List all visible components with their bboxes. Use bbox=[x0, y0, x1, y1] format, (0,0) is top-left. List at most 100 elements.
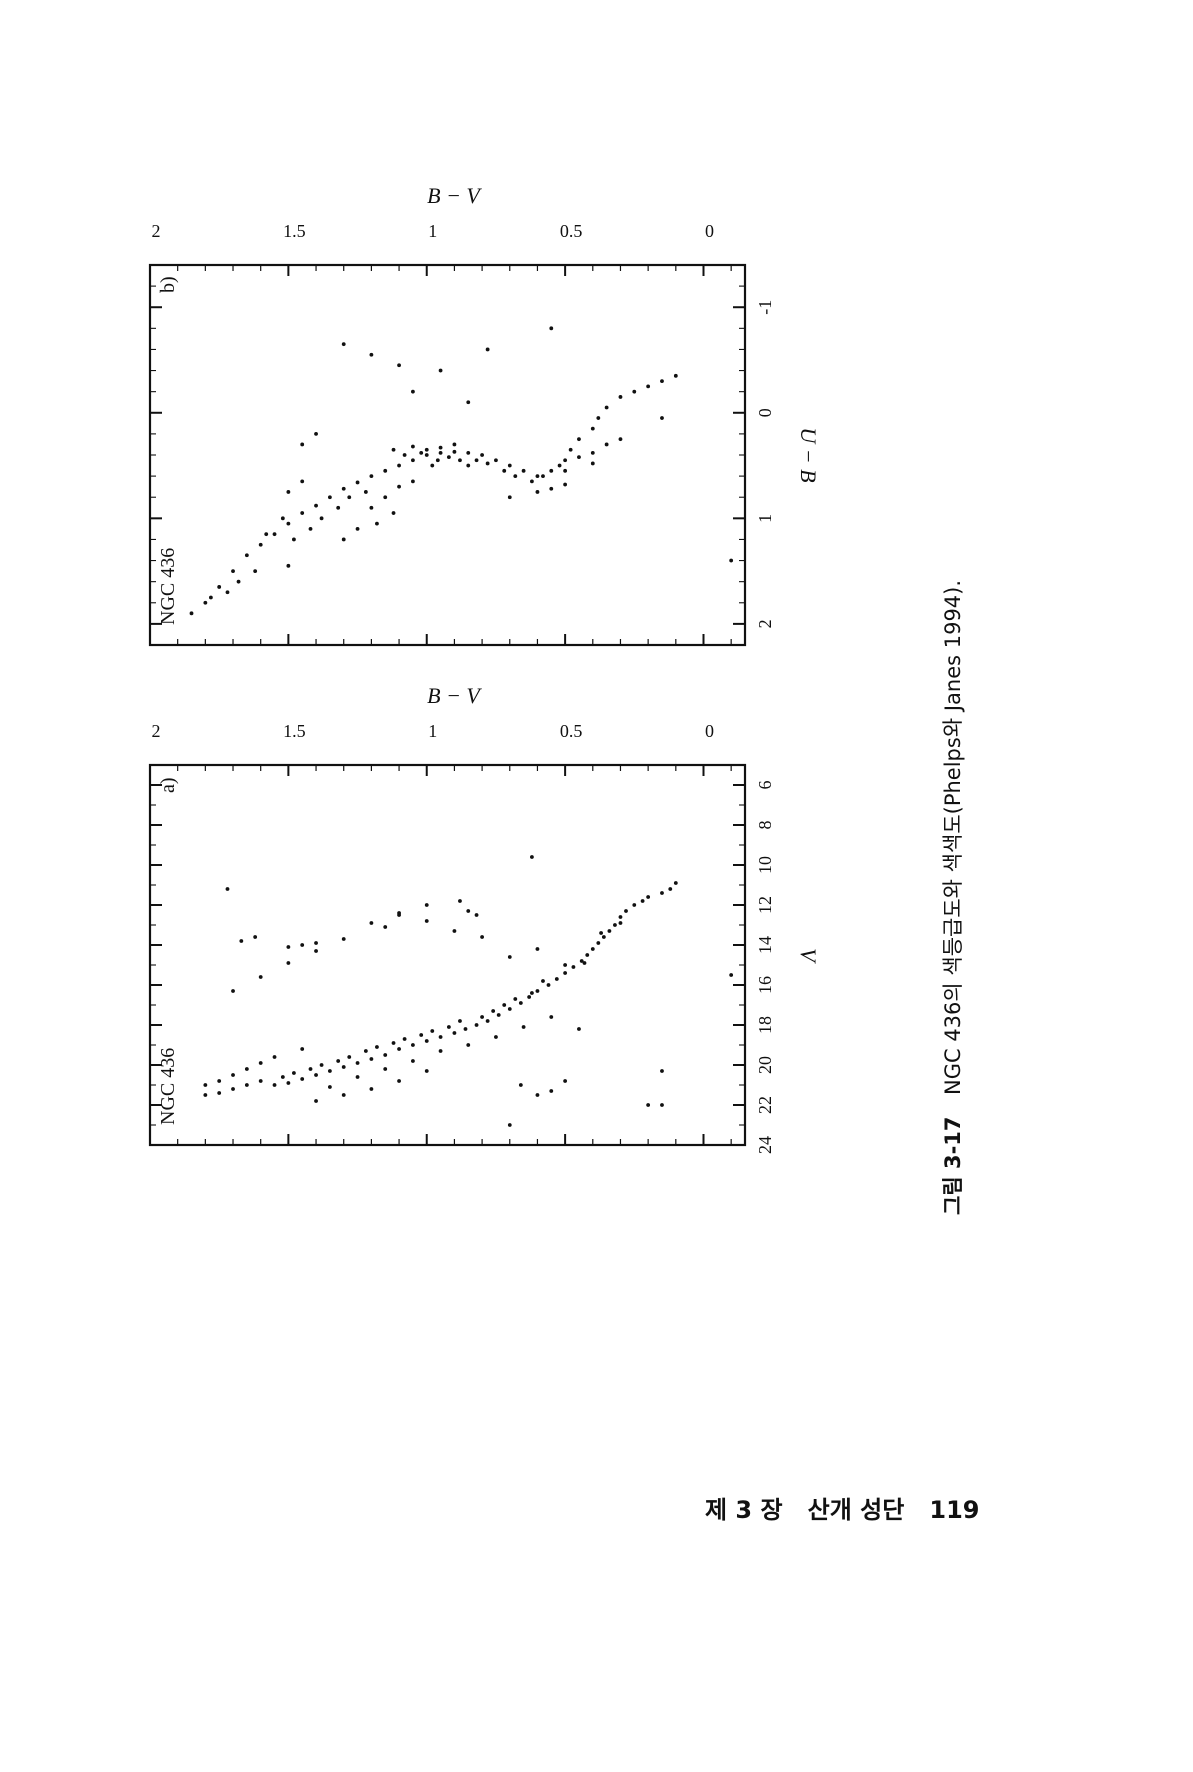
data-point bbox=[502, 468, 507, 473]
data-point bbox=[300, 943, 305, 947]
data-point bbox=[411, 389, 415, 394]
data-point bbox=[599, 931, 603, 935]
data-point bbox=[258, 1079, 263, 1083]
data-point bbox=[541, 979, 545, 983]
data-point bbox=[424, 447, 429, 452]
data-point bbox=[668, 887, 673, 891]
data-point bbox=[549, 1015, 554, 1019]
data-point bbox=[582, 961, 587, 965]
data-point bbox=[258, 542, 263, 547]
data-point bbox=[286, 490, 291, 494]
data-point bbox=[535, 947, 540, 951]
data-point bbox=[314, 1073, 318, 1077]
data-point bbox=[244, 553, 249, 558]
y-tick-label: 22 bbox=[755, 1096, 775, 1114]
data-point bbox=[231, 1087, 235, 1091]
y-tick-label: 14 bbox=[755, 936, 775, 954]
x-tick-label: 1 bbox=[428, 721, 437, 741]
data-point bbox=[203, 600, 208, 605]
data-point bbox=[466, 450, 471, 455]
data-point bbox=[613, 923, 617, 927]
data-point bbox=[549, 468, 554, 473]
data-point bbox=[253, 935, 258, 939]
x-tick-label: 1.5 bbox=[283, 221, 306, 241]
data-point bbox=[314, 949, 318, 953]
data-point bbox=[438, 445, 443, 450]
y-tick-label: 2 bbox=[755, 619, 775, 628]
data-point bbox=[507, 955, 512, 959]
data-point bbox=[452, 442, 457, 447]
data-point bbox=[438, 368, 443, 373]
data-point bbox=[491, 1009, 496, 1013]
data-point bbox=[391, 511, 396, 515]
y-tick-label: -1 bbox=[755, 300, 775, 315]
data-point bbox=[341, 537, 346, 542]
data-point bbox=[424, 903, 429, 907]
data-point bbox=[369, 352, 374, 357]
data-point bbox=[590, 450, 595, 455]
data-point bbox=[673, 881, 678, 885]
data-point bbox=[402, 453, 407, 457]
data-point bbox=[363, 490, 368, 494]
data-point bbox=[577, 1027, 581, 1031]
data-point bbox=[518, 1083, 523, 1087]
data-point bbox=[355, 480, 360, 485]
data-point bbox=[300, 1077, 305, 1081]
data-point bbox=[424, 919, 429, 923]
data-point bbox=[494, 1035, 498, 1039]
chart-panel-b: 0 0.5 1 1.5 2 -1 0 1 2 U − B B − V NGC 436 b) bbox=[148, 183, 821, 647]
data-point bbox=[272, 1083, 277, 1087]
data-point bbox=[397, 463, 401, 468]
data-point bbox=[308, 526, 313, 531]
data-point bbox=[411, 1043, 415, 1047]
data-point bbox=[660, 1069, 664, 1073]
data-point bbox=[546, 983, 551, 987]
data-point bbox=[585, 953, 590, 957]
data-point bbox=[618, 915, 623, 919]
x-tick-label: 2 bbox=[152, 721, 161, 741]
data-point bbox=[203, 1093, 208, 1097]
data-point bbox=[217, 1079, 222, 1083]
data-point bbox=[618, 437, 623, 442]
data-point bbox=[549, 486, 554, 491]
data-point bbox=[272, 532, 277, 537]
y-tick-label: 16 bbox=[755, 976, 775, 994]
data-point bbox=[660, 416, 664, 420]
data-point bbox=[253, 569, 258, 574]
data-point bbox=[236, 579, 241, 584]
data-point bbox=[577, 455, 581, 460]
x-tick-label: 2 bbox=[152, 221, 161, 241]
data-point bbox=[411, 1059, 415, 1063]
data-point bbox=[217, 1091, 222, 1095]
data-point bbox=[530, 855, 534, 859]
data-point bbox=[571, 965, 576, 969]
x-axis-label: B − V bbox=[427, 183, 482, 208]
data-point bbox=[341, 937, 346, 941]
data-point bbox=[618, 921, 623, 925]
data-point bbox=[496, 1013, 501, 1017]
data-point bbox=[466, 400, 471, 405]
data-point bbox=[308, 1067, 313, 1071]
data-point bbox=[286, 1081, 291, 1085]
data-point bbox=[369, 474, 374, 479]
data-point bbox=[513, 474, 518, 479]
data-point bbox=[300, 1047, 305, 1051]
data-point bbox=[336, 1059, 341, 1063]
data-point bbox=[660, 379, 664, 384]
x-tick-label: 0.5 bbox=[560, 721, 583, 741]
data-point bbox=[549, 326, 554, 331]
data-point bbox=[577, 437, 581, 442]
data-point bbox=[314, 431, 318, 436]
data-point bbox=[264, 532, 269, 537]
data-point bbox=[383, 468, 388, 473]
data-point bbox=[646, 1103, 651, 1107]
data-point bbox=[319, 1063, 324, 1067]
data-point bbox=[438, 450, 443, 455]
data-point bbox=[579, 959, 584, 963]
data-point bbox=[485, 461, 490, 466]
data-point bbox=[411, 458, 415, 463]
data-point bbox=[300, 511, 305, 515]
data-point bbox=[327, 1085, 332, 1089]
data-point bbox=[474, 1023, 479, 1027]
data-point bbox=[292, 1071, 296, 1075]
